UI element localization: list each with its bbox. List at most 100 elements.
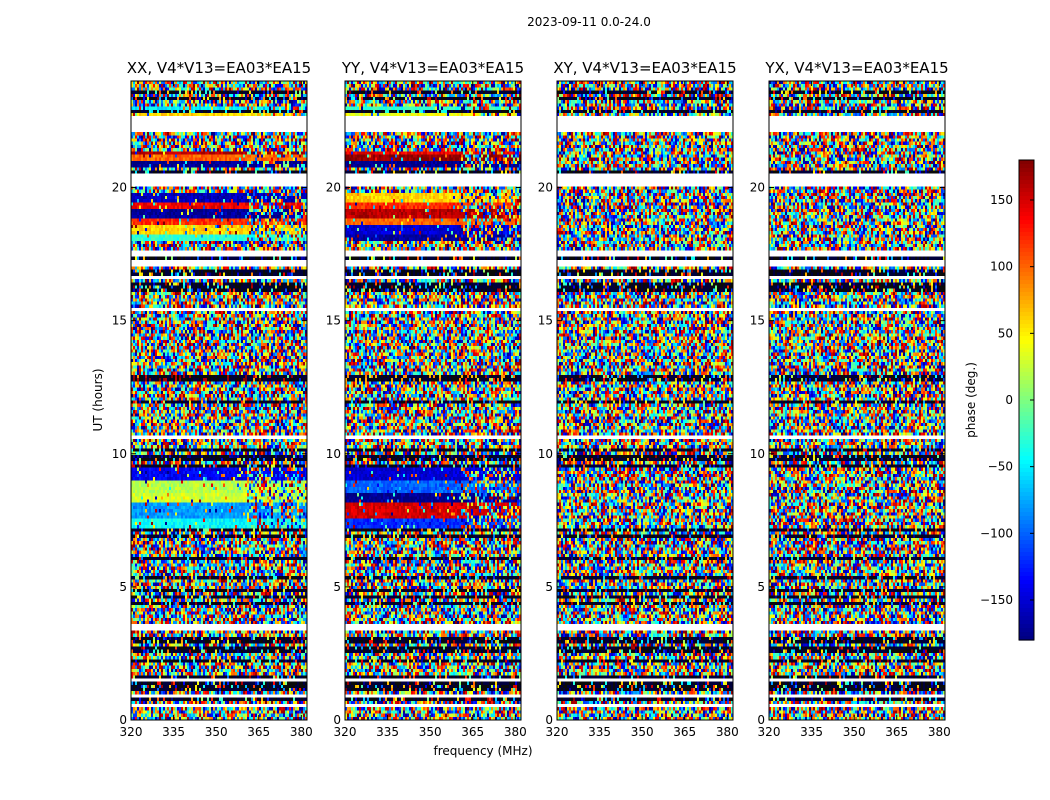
colorbar-segment: [1019, 604, 1034, 609]
x-tick-label: 320: [758, 725, 781, 739]
colorbar-tick-label: −150: [980, 593, 1013, 607]
colorbar-segment: [1019, 260, 1034, 265]
x-tick-label: 350: [205, 725, 228, 739]
colorbar-segment: [1019, 280, 1034, 285]
y-tick-label: 15: [326, 314, 341, 328]
colorbar-segment: [1019, 244, 1034, 249]
colorbar-segment: [1019, 568, 1034, 573]
colorbar-segment: [1019, 580, 1034, 585]
y-tick-label: 10: [326, 447, 341, 461]
y-tick-label: 15: [538, 314, 553, 328]
y-tick-label: 15: [750, 314, 765, 328]
colorbar-segment: [1019, 628, 1034, 633]
colorbar-segment: [1019, 540, 1034, 545]
colorbar-segment: [1019, 532, 1034, 537]
colorbar-segment: [1019, 332, 1034, 337]
colorbar-segment: [1019, 552, 1034, 557]
y-tick-label: 20: [750, 181, 765, 195]
colorbar-segment: [1019, 632, 1034, 637]
colorbar-segment: [1019, 564, 1034, 569]
phase-heatmap: [769, 81, 945, 720]
colorbar-segment: [1019, 440, 1034, 445]
colorbar-segment: [1019, 612, 1034, 617]
y-tick-label: 15: [112, 314, 127, 328]
x-tick-label: 380: [928, 725, 951, 739]
colorbar-segment: [1019, 320, 1034, 325]
panel-xy: XY, V4*V13=EA03*EA15 320 335 350 365 380 0 5 10 1…: [538, 59, 739, 739]
colorbar-segment: [1019, 368, 1034, 373]
colorbar-segment: [1019, 356, 1034, 361]
colorbar-segment: [1019, 308, 1034, 313]
colorbar-segment: [1019, 184, 1034, 189]
y-tick-label: 10: [750, 447, 765, 461]
y-tick-label: 0: [545, 713, 553, 727]
panel-title: YY, V4*V13=EA03*EA15: [341, 59, 524, 77]
colorbar-segment: [1019, 392, 1034, 397]
y-tick-label: 5: [757, 580, 765, 594]
colorbar-segment: [1019, 584, 1034, 589]
colorbar-segment: [1019, 412, 1034, 417]
panel-xx: XX, V4*V13=EA03*EA15 320 335 350 365 380 0 5 10 1…: [112, 59, 313, 739]
x-tick-label: 365: [247, 725, 270, 739]
colorbar-segment: [1019, 488, 1034, 493]
x-tick-label: 320: [546, 725, 569, 739]
colorbar-segment: [1019, 224, 1034, 229]
x-tick-label: 350: [843, 725, 866, 739]
colorbar-segment: [1019, 624, 1034, 629]
colorbar-segment: [1019, 576, 1034, 581]
colorbar-segment: [1019, 336, 1034, 341]
colorbar-segment: [1019, 388, 1034, 393]
x-axis-label: frequency (MHz): [433, 744, 532, 758]
colorbar-segment: [1019, 400, 1034, 405]
colorbar-segment: [1019, 380, 1034, 385]
x-tick-label: 320: [334, 725, 357, 739]
colorbar-segment: [1019, 588, 1034, 593]
colorbar-segment: [1019, 480, 1034, 485]
colorbar-segment: [1019, 468, 1034, 473]
y-tick-label: 5: [545, 580, 553, 594]
colorbar-segment: [1019, 432, 1034, 437]
phase-heatmap: [131, 81, 307, 720]
colorbar-segment: [1019, 520, 1034, 525]
colorbar-tick-label: −50: [988, 460, 1013, 474]
x-tick-label: 350: [419, 725, 442, 739]
panel-title: XY, V4*V13=EA03*EA15: [553, 59, 736, 77]
colorbar-segment: [1019, 372, 1034, 377]
colorbar-segment: [1019, 296, 1034, 301]
colorbar-segment: [1019, 220, 1034, 225]
colorbar-segment: [1019, 168, 1034, 173]
colorbar-segment: [1019, 608, 1034, 613]
colorbar-segment: [1019, 424, 1034, 429]
colorbar-segment: [1019, 252, 1034, 257]
colorbar-segment: [1019, 512, 1034, 517]
colorbar-segment: [1019, 352, 1034, 357]
colorbar-segment: [1019, 596, 1034, 601]
colorbar-segment: [1019, 236, 1034, 241]
colorbar-segment: [1019, 304, 1034, 309]
colorbar-segment: [1019, 504, 1034, 509]
colorbar-segment: [1019, 572, 1034, 577]
colorbar-segment: [1019, 276, 1034, 281]
colorbar-segment: [1019, 536, 1034, 541]
y-tick-label: 5: [333, 580, 341, 594]
colorbar-segment: [1019, 360, 1034, 365]
colorbar-segment: [1019, 620, 1034, 625]
colorbar-segment: [1019, 188, 1034, 193]
x-tick-label: 365: [885, 725, 908, 739]
colorbar-segment: [1019, 496, 1034, 501]
colorbar-segment: [1019, 180, 1034, 185]
y-tick-label: 0: [757, 713, 765, 727]
colorbar-segment: [1019, 436, 1034, 441]
colorbar-segment: [1019, 364, 1034, 369]
colorbar-segment: [1019, 172, 1034, 177]
colorbar-segment: [1019, 556, 1034, 561]
colorbar-segment: [1019, 600, 1034, 605]
x-tick-label: 365: [461, 725, 484, 739]
panel-frame: [344, 80, 522, 721]
phase-heatmap: [557, 81, 733, 720]
colorbar-segment: [1019, 508, 1034, 513]
colorbar-segment: [1019, 396, 1034, 401]
x-tick-label: 380: [504, 725, 527, 739]
colorbar-segment: [1019, 216, 1034, 221]
